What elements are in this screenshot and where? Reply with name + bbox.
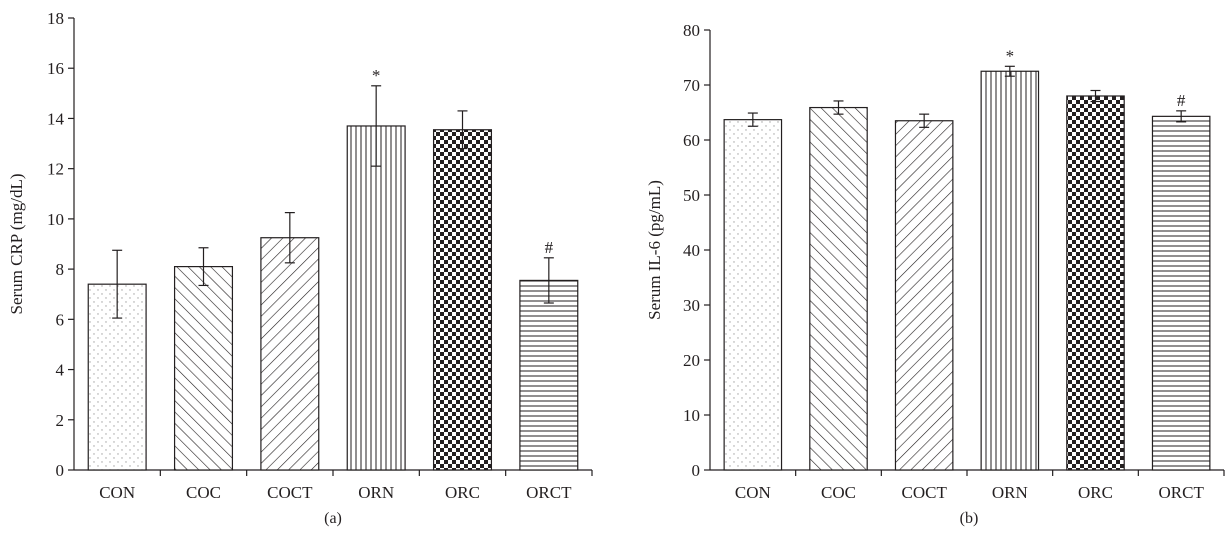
bar-con — [723, 119, 783, 471]
bar-orct — [1151, 115, 1211, 471]
y-tick-label: 70 — [683, 76, 700, 95]
y-tick-label: 8 — [56, 260, 65, 279]
bar-orc — [432, 129, 493, 471]
x-tick-label: ORC — [445, 483, 480, 502]
significance-mark: # — [545, 238, 554, 257]
y-tick-label: 20 — [683, 351, 700, 370]
x-tick-label: CON — [735, 483, 771, 502]
y-tick-label: 50 — [683, 186, 700, 205]
x-tick-label: ORCT — [1158, 483, 1204, 502]
y-tick-label: 14 — [47, 109, 65, 128]
y-tick-label: 0 — [56, 461, 65, 480]
bar-coct — [894, 120, 954, 471]
y-tick-label: 10 — [47, 210, 64, 229]
chart-panel-a: 0 2 4 6 8 10 12 14 16 18 Serum CRP (mg/dL) CON COC CO… — [7, 9, 593, 527]
significance-mark: * — [372, 66, 381, 85]
bar-orct — [519, 279, 579, 471]
bar-orn — [980, 70, 1040, 471]
bar-coc — [173, 266, 234, 471]
x-tick-label: COCT — [267, 483, 313, 502]
y-tick-label: 40 — [683, 241, 700, 260]
y-tick-label: 0 — [692, 461, 701, 480]
y-tick-label: 30 — [683, 296, 700, 315]
x-tick-label: COC — [821, 483, 856, 502]
y-tick-label: 60 — [683, 131, 700, 150]
x-tick-label: CON — [99, 483, 135, 502]
significance-mark: * — [1006, 46, 1015, 65]
y-tick-label: 2 — [56, 411, 65, 430]
bar-coct — [260, 237, 320, 471]
x-tick-label: ORN — [992, 483, 1028, 502]
bar-coc — [809, 106, 868, 471]
y-tick-label: 18 — [47, 9, 64, 28]
x-tick-label: ORCT — [526, 483, 572, 502]
y-tick-label: 10 — [683, 406, 700, 425]
x-tick-label: ORC — [1078, 483, 1113, 502]
chart-panel-b: 0 10 20 30 40 50 60 70 80 Serum IL-6 (pg/mL) CON CO… — [645, 21, 1225, 527]
y-tick-label: 4 — [56, 361, 65, 380]
y-tick-label: 12 — [47, 160, 64, 179]
panel-label: (a) — [324, 510, 342, 527]
bar-orc — [1066, 95, 1125, 471]
significance-mark: # — [1177, 91, 1186, 110]
x-tick-label: COC — [186, 483, 221, 502]
x-tick-label: ORN — [358, 483, 394, 502]
panel-label: (b) — [960, 510, 979, 527]
y-axis-title: Serum IL-6 (pg/mL) — [645, 180, 664, 320]
bar-orn — [346, 125, 406, 471]
y-tick-label: 80 — [683, 21, 700, 40]
y-axis-title: Serum CRP (mg/dL) — [7, 173, 26, 314]
y-tick-label: 6 — [56, 310, 65, 329]
y-tick-label: 16 — [47, 59, 64, 78]
x-tick-label: COCT — [901, 483, 947, 502]
